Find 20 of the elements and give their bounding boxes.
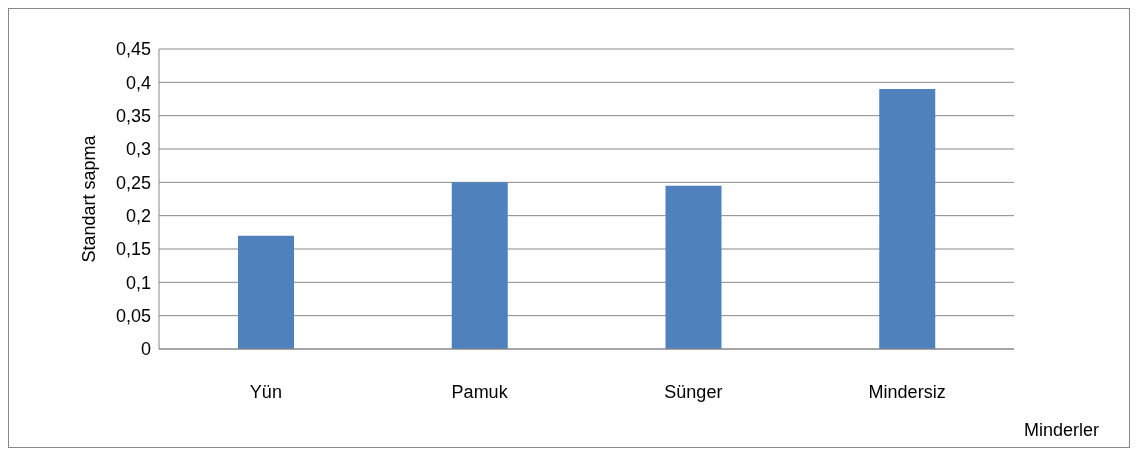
y-tick-label: 0,4 (125, 72, 151, 93)
y-axis-title: Standart sapma (79, 134, 100, 263)
x-tick-label: Sünger (664, 381, 723, 402)
y-tick-label: 0,1 (125, 272, 151, 293)
y-tick-label: 0,35 (115, 106, 151, 127)
x-tick-label: Mindersiz (868, 381, 946, 402)
y-tick-label: 0,45 (115, 39, 151, 60)
x-tick-label: Pamuk (451, 381, 509, 402)
x-axis-title: Minderler (1023, 420, 1099, 441)
y-tick-label: 0,25 (115, 172, 151, 193)
y-tick-label: 0 (140, 339, 151, 360)
bar (879, 89, 936, 349)
x-tick-label: Yün (249, 381, 282, 402)
y-tick-label: 0,05 (115, 306, 151, 327)
bar (665, 185, 722, 349)
y-tick-label: 0,2 (125, 206, 151, 227)
y-tick-label: 0,3 (125, 139, 151, 160)
y-tick-label: 0,15 (115, 239, 151, 260)
bar (451, 182, 508, 349)
bar (238, 235, 294, 349)
